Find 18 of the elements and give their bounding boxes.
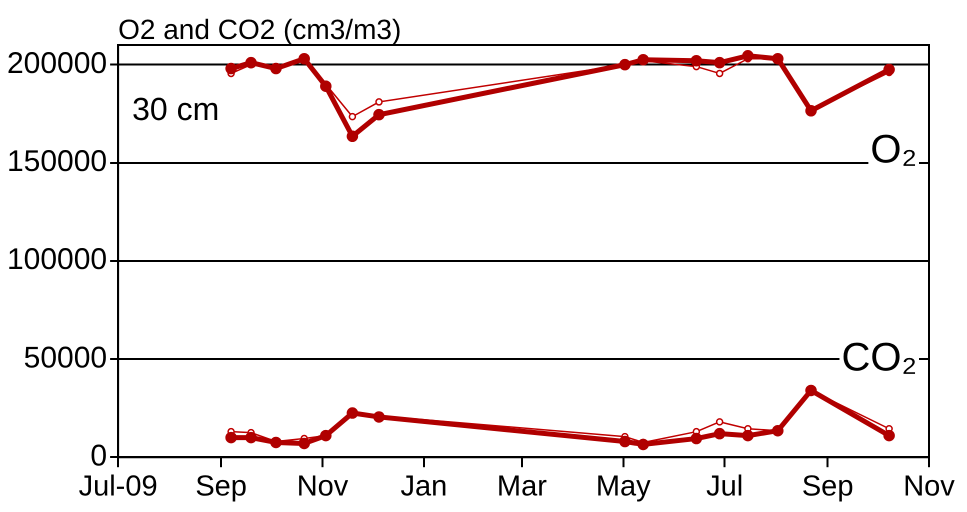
x-tick-label: Sep — [802, 470, 854, 503]
x-tick-label: Jan — [400, 470, 448, 503]
y-tick-label: 50000 — [24, 341, 108, 374]
x-tick-label: Mar — [496, 470, 548, 503]
x-tick-label: Nov — [903, 470, 956, 503]
x-tick-label: Jul-09 — [78, 470, 158, 503]
x-tick-label: Nov — [296, 470, 349, 503]
x-tick-label: Jul — [706, 470, 744, 503]
series-label: O₂ — [870, 127, 917, 172]
y-tick-label: 0 — [90, 439, 108, 472]
y-tick-label: 100000 — [7, 243, 108, 276]
annotation: 30 cm — [132, 91, 220, 127]
chart-title: O2 and CO2 (cm3/m3) — [118, 14, 402, 45]
x-tick-label: Sep — [195, 470, 247, 503]
x-tick-label: May — [596, 470, 652, 503]
y-tick-label: 150000 — [7, 145, 108, 178]
series-label: CO₂ — [841, 335, 917, 380]
y-tick-label: 200000 — [7, 46, 108, 80]
